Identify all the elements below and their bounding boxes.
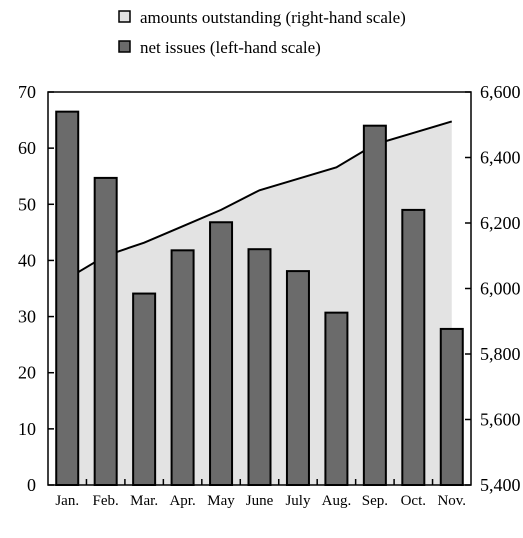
plot-area bbox=[47, 91, 472, 487]
area-line bbox=[66, 120, 453, 280]
left-axis: 0 10 20 30 40 50 60 70 bbox=[18, 82, 54, 495]
x-tick-label-8: Sep. bbox=[362, 493, 388, 509]
legend-swatch-amounts bbox=[118, 10, 131, 23]
bar-5 bbox=[247, 248, 272, 486]
bar-9 bbox=[401, 208, 426, 486]
right-tick-label-4: 6,200 bbox=[480, 213, 521, 233]
x-tick-label-0: Jan. bbox=[55, 493, 79, 509]
left-tick-label-6: 60 bbox=[18, 138, 36, 158]
legend-label-net-issues: net issues (left-hand scale) bbox=[140, 38, 321, 57]
x-tick-label-6: July bbox=[285, 493, 311, 509]
bar-10 bbox=[439, 327, 464, 486]
bar-4 bbox=[209, 221, 234, 486]
legend-label-amounts: amounts outstanding (right-hand scale) bbox=[140, 8, 406, 27]
right-axis: 5,400 5,600 5,800 6,000 6,200 6,400 6,600 bbox=[465, 82, 521, 495]
left-tick-label-2: 20 bbox=[18, 363, 36, 383]
x-tick-label-4: May bbox=[207, 493, 235, 509]
x-tick-label-3: Apr. bbox=[169, 493, 195, 509]
bar-3 bbox=[170, 249, 195, 486]
right-tick-label-1: 5,600 bbox=[480, 410, 521, 430]
legend: amounts outstanding (right-hand scale) n… bbox=[118, 8, 406, 57]
left-tick-label-4: 40 bbox=[18, 250, 36, 270]
right-tick-label-2: 5,800 bbox=[480, 344, 521, 364]
bar-6 bbox=[285, 270, 310, 486]
x-axis: Jan. Feb. Mar. Apr. May June July Aug. Sep. Oct. N… bbox=[55, 479, 466, 509]
x-tick-label-1: Feb. bbox=[93, 493, 119, 509]
x-tick-label-7: Aug. bbox=[322, 493, 352, 509]
bar-8 bbox=[362, 124, 387, 487]
left-tick-label-0: 0 bbox=[27, 475, 36, 495]
x-tick-label-2: Mar. bbox=[130, 493, 158, 509]
bar-7 bbox=[324, 311, 349, 486]
x-tick-label-9: Oct. bbox=[401, 493, 426, 509]
legend-swatch-net-issues bbox=[118, 40, 131, 53]
x-tick-label-10: Nov. bbox=[437, 493, 466, 509]
bar-1 bbox=[93, 176, 118, 487]
right-tick-label-3: 6,000 bbox=[480, 279, 521, 299]
left-tick-label-1: 10 bbox=[18, 419, 36, 439]
right-tick-label-6: 6,600 bbox=[480, 82, 521, 102]
right-tick-label-0: 5,400 bbox=[480, 475, 521, 495]
right-tick-label-5: 6,400 bbox=[480, 148, 521, 168]
x-tick-label-5: June bbox=[246, 493, 274, 509]
left-tick-label-5: 50 bbox=[18, 194, 36, 214]
left-tick-label-7: 70 bbox=[18, 82, 36, 102]
bar-0 bbox=[55, 110, 80, 487]
bar-2 bbox=[132, 292, 157, 486]
left-tick-label-3: 30 bbox=[18, 307, 36, 327]
